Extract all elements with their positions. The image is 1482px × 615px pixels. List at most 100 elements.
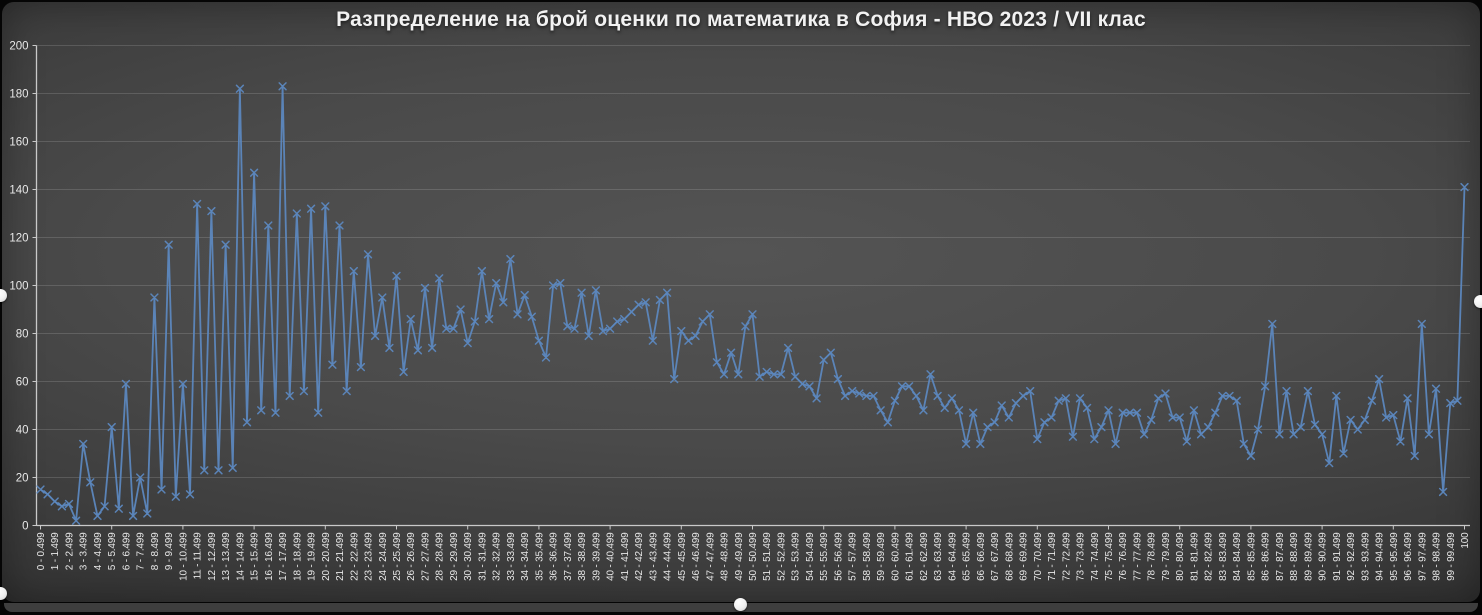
x-axis-category-label: 87 - 87.499 [1275,532,1286,581]
x-axis-category-label: 39 - 39.499 [591,532,602,581]
x-axis-category-label: 44 - 44.499 [663,532,674,581]
x-axis-category-label: 0 - 0.499 [36,532,47,570]
x-axis-category-label: 61 - 61.499 [905,532,916,581]
x-axis-category-label: 78 - 78.499 [1147,532,1158,581]
x-axis-category-label: 74 - 74.499 [1090,532,1101,581]
x-axis-category-label: 55 - 55.499 [819,532,830,581]
x-axis-category-label: 71 - 71.499 [1047,532,1058,581]
x-axis-category-label: 70 - 70.499 [1033,532,1044,581]
x-axis-category-label: 7 - 7.499 [136,532,147,570]
x-axis-category-label: 23 - 23.499 [364,532,375,581]
y-axis-tick-label: 100 [9,281,28,293]
x-axis-category-label: 98 - 98.499 [1432,532,1443,581]
x-axis-category-label: 100 [1460,532,1471,549]
x-axis-category-label: 79 - 79.499 [1161,532,1172,581]
x-axis-category-label: 30 - 30.499 [463,532,474,581]
chart-title: Разпределение на брой оценки по математи… [336,8,1146,31]
y-axis-tick-label: 0 [22,521,28,533]
x-axis-category-label: 68 - 68.499 [1004,532,1015,581]
x-axis-category-label: 40 - 40.499 [606,532,617,581]
x-axis-category-label: 25 - 25.499 [392,532,403,581]
x-axis-category-label: 56 - 56.499 [833,532,844,581]
line-chart: 0 20 40 60 80 100 120 140 160 180 200 0 - 0.499 1 - … [9,41,1471,581]
x-axis-category-label: 85 - 85.499 [1246,532,1257,581]
x-axis-category-label: 33 - 33.499 [506,532,517,581]
x-axis-category-label: 52 - 52.499 [776,532,787,581]
x-axis-category-label: 14 - 14.499 [235,532,246,581]
x-axis-category-label: 53 - 53.499 [791,532,802,581]
x-axis-category-label: 9 - 9.499 [164,532,175,570]
x-axis-category-label: 32 - 32.499 [492,532,503,581]
x-axis-category-label: 31 - 31.499 [477,532,488,581]
x-axis-category-label: 63 - 63.499 [933,532,944,581]
x-axis-category-label: 36 - 36.499 [549,532,560,581]
x-axis-category-label: 5 - 5.499 [107,532,118,570]
selection-handle-bottom-center[interactable] [734,598,747,611]
x-axis-category-label: 4 - 4.499 [93,532,104,570]
y-axis-tick-label: 180 [9,89,28,101]
y-axis-tick-label: 40 [16,425,29,437]
x-axis-category-label: 41 - 41.499 [620,532,631,581]
x-axis-category-label: 26 - 26.499 [406,532,417,581]
y-axis-tick-label: 140 [9,185,28,197]
x-axis-category-label: 12 - 12.499 [207,532,218,581]
x-axis-category-label: 3 - 3.499 [79,532,90,570]
x-axis-category-label: 93 - 93.499 [1360,532,1371,581]
x-axis-category-label: 60 - 60.499 [890,532,901,581]
x-axis-category-label: 34 - 34.499 [520,532,531,581]
x-axis-category-label: 50 - 50.499 [748,532,759,581]
selection-handle-bottom-left[interactable] [0,587,7,600]
x-axis-category-label: 54 - 54.499 [805,532,816,581]
x-axis-category-label: 18 - 18.499 [292,532,303,581]
x-axis-category-label: 8 - 8.499 [150,532,161,570]
y-axis-tick-label: 20 [16,473,29,485]
x-axis-category-label: 37 - 37.499 [563,532,574,581]
x-axis-category-label: 58 - 58.499 [862,532,873,581]
x-axis-category-label: 80 - 80.499 [1175,532,1186,581]
x-axis-category-label: 82 - 82.499 [1204,532,1215,581]
x-axis-category-label: 90 - 90.499 [1318,532,1329,581]
x-axis-category-label: 46 - 46.499 [691,532,702,581]
x-axis-category-label: 92 - 92.499 [1346,532,1357,581]
x-axis-category-label: 94 - 94.499 [1375,532,1386,581]
x-axis-category-label: 97 - 97.499 [1417,532,1428,581]
x-axis-category-label: 76 - 76.499 [1118,532,1129,581]
x-axis-category-label: 62 - 62.499 [919,532,930,581]
x-axis-category-label: 1 - 1.499 [50,532,61,570]
x-axis-category-label: 38 - 38.499 [577,532,588,581]
x-axis-category-label: 19 - 19.499 [307,532,318,581]
x-axis-category-label: 27 - 27.499 [420,532,431,581]
x-axis-category-label: 88 - 88.499 [1289,532,1300,581]
x-axis-category-label: 35 - 35.499 [534,532,545,581]
x-axis-category-label: 99 - 99.499 [1446,532,1457,581]
x-axis-category-label: 21 - 21.499 [335,532,346,581]
x-axis-category-label: 49 - 49.499 [734,532,745,581]
x-axis-category-label: 66 - 66.499 [976,532,987,581]
x-axis-category-label: 2 - 2.499 [64,532,75,570]
x-axis-category-label: 48 - 48.499 [720,532,731,581]
x-axis-category-label: 10 - 10.499 [178,532,189,581]
selection-handle-left-middle[interactable] [0,289,7,302]
x-axis-category-label: 43 - 43.499 [648,532,659,581]
x-axis-category-label: 24 - 24.499 [378,532,389,581]
x-axis-category-label: 16 - 16.499 [264,532,275,581]
x-axis-category-label: 83 - 83.499 [1218,532,1229,581]
x-axis-category-label: 75 - 75.499 [1104,532,1115,581]
x-axis-category-label: 47 - 47.499 [705,532,716,581]
chart-canvas: Разпределение на брой оценки по математи… [2,2,1480,602]
y-axis-tick-label: 80 [16,329,29,341]
x-axis-category-label: 51 - 51.499 [762,532,773,581]
data-point-markers [36,82,1469,525]
x-axis-category-label: 6 - 6.499 [121,532,132,570]
x-axis-category-label: 11 - 11.499 [193,532,204,580]
x-axis-category-label: 17 - 17.499 [278,532,289,581]
x-axis-category-label: 69 - 69.499 [1019,532,1030,581]
x-axis-category-label: 86 - 86.499 [1261,532,1272,581]
selection-handle-right-middle[interactable] [1474,295,1482,308]
x-axis-category-label: 89 - 89.499 [1303,532,1314,581]
x-axis-category-label: 57 - 57.499 [848,532,859,581]
x-axis-category-label: 22 - 22.499 [349,532,360,581]
x-axis-category-label: 91 - 91.499 [1332,532,1343,581]
x-axis-category-label: 72 - 72.499 [1061,532,1072,581]
